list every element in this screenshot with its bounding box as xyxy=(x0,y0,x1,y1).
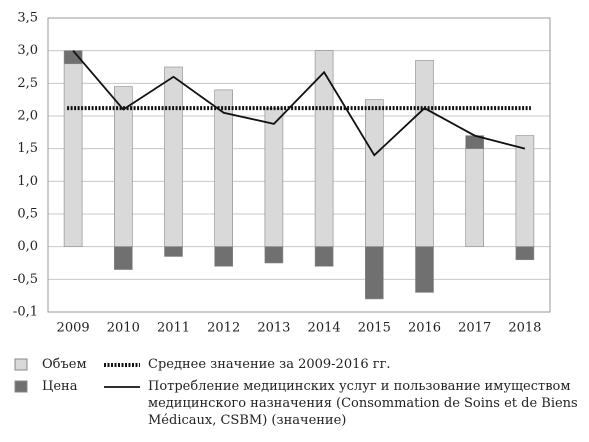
y-tick-label: 1,0 xyxy=(17,174,38,189)
legend-label: Потребление медицинских услуг и пользова… xyxy=(148,379,578,428)
bar xyxy=(364,246,384,300)
x-tick-label: 2013 xyxy=(257,321,290,336)
x-tick-label: 2010 xyxy=(107,321,140,336)
legend-label: Цена xyxy=(42,379,78,394)
bar xyxy=(314,50,334,247)
bar xyxy=(515,246,535,261)
bar xyxy=(164,246,183,257)
legend-swatch xyxy=(14,380,28,393)
x-tick-label: 2016 xyxy=(408,321,441,336)
bar xyxy=(465,148,485,247)
x-tick-label: 2012 xyxy=(207,321,240,336)
y-tick-label: -0,1 xyxy=(13,305,38,320)
bar xyxy=(164,66,183,247)
x-tick-label: 2018 xyxy=(508,321,541,336)
bar xyxy=(415,60,434,247)
line xyxy=(72,50,526,157)
y-tick-label: 2,0 xyxy=(17,109,38,124)
bar xyxy=(314,246,334,267)
y-tick-label: 3,5 xyxy=(17,11,38,26)
bar xyxy=(364,99,384,247)
y-tick-label: 0,0 xyxy=(17,239,38,254)
bar xyxy=(63,63,83,247)
y-tick-label: 0,5 xyxy=(17,207,38,222)
y-tick-label: -0,5 xyxy=(13,272,38,287)
legend-label: Среднее значение за 2009-2016 гг. xyxy=(148,357,391,372)
legend-swatch xyxy=(14,358,28,371)
bar xyxy=(415,246,434,293)
bar xyxy=(114,86,133,247)
bar xyxy=(264,107,284,247)
x-tick-label: 2017 xyxy=(458,321,491,336)
x-tick-label: 2009 xyxy=(57,321,90,336)
x-tick-label: 2014 xyxy=(308,321,341,336)
plot-frame xyxy=(47,17,551,313)
y-tick-label: 2,5 xyxy=(17,76,38,91)
y-tick-label: 3,0 xyxy=(17,43,38,58)
y-tick-label: 1,5 xyxy=(17,141,38,156)
bar xyxy=(214,246,233,267)
x-tick-label: 2015 xyxy=(358,321,391,336)
legend-label: Объем xyxy=(42,357,87,372)
bar xyxy=(515,135,535,247)
bar xyxy=(114,246,133,270)
bar xyxy=(264,246,284,264)
x-tick-label: 2011 xyxy=(157,321,190,336)
